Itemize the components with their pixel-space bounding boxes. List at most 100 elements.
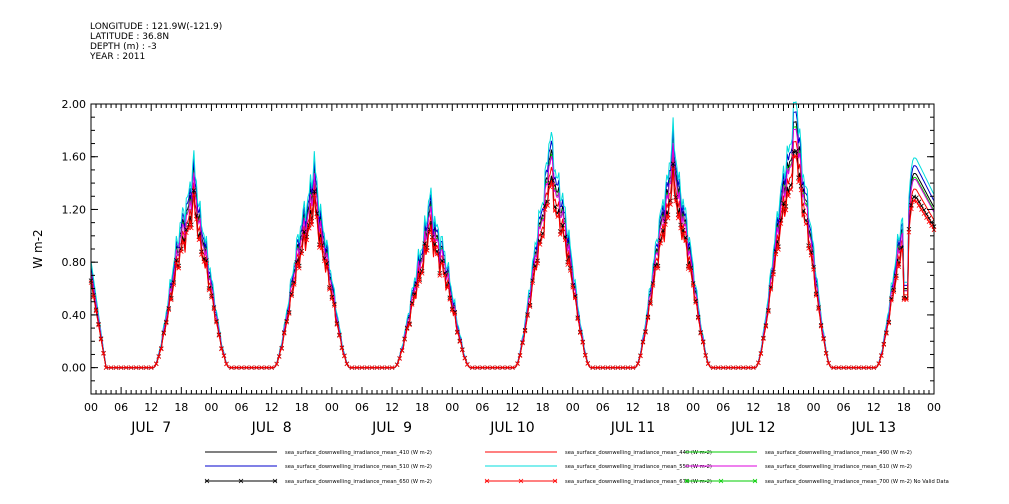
series-marker-7 — [876, 361, 882, 366]
series-marker-7 — [580, 340, 586, 345]
x-tick-label: 12 — [265, 401, 279, 414]
series-marker-7 — [312, 192, 317, 198]
legend-marker — [752, 478, 758, 484]
series-marker-7 — [485, 365, 490, 370]
series-marker-7 — [545, 203, 550, 208]
series-marker-7 — [535, 260, 540, 266]
series-marker-7 — [643, 330, 648, 335]
series-marker-7 — [698, 330, 703, 336]
legend-entry: sea_surface_downwelling_irradiance_mean_… — [285, 479, 432, 485]
series-marker-7 — [650, 283, 656, 288]
legend-marker — [238, 478, 244, 484]
x-tick-label: 18 — [656, 401, 670, 414]
series-marker-7 — [906, 229, 912, 235]
series-marker-7 — [560, 226, 565, 231]
series-marker-7 — [520, 340, 525, 346]
series-marker-7 — [422, 244, 427, 249]
x-tick-label: 00 — [445, 401, 459, 414]
series-marker-7 — [891, 289, 897, 294]
x-tick-label: 06 — [837, 401, 851, 414]
series-marker-7 — [342, 353, 347, 359]
series-marker-7 — [670, 166, 676, 171]
series-marker-7 — [638, 353, 643, 359]
series-marker-7 — [899, 248, 904, 253]
series-marker-7 — [678, 225, 683, 231]
series-marker-7 — [432, 244, 438, 250]
series-marker-7 — [181, 240, 187, 246]
year-label: YEAR : 2011 — [90, 52, 146, 62]
series-marker-7 — [196, 237, 202, 243]
day-label: JUL 12 — [730, 420, 775, 436]
series-marker-7 — [289, 293, 294, 299]
y-axis: 0.00 0.40 0.80 1.20 1.60 2.00 — [62, 98, 934, 395]
series-marker-6 — [312, 188, 317, 194]
series-marker-7 — [826, 360, 831, 366]
series-marker-7 — [919, 207, 924, 212]
series-marker-7 — [879, 353, 884, 359]
day-label: JUL 9 — [371, 420, 412, 436]
legend-marker — [718, 478, 724, 484]
series-marker-7 — [254, 365, 259, 370]
series-marker-7 — [816, 306, 821, 312]
series-marker-7 — [798, 187, 804, 193]
series-marker-7 — [334, 322, 340, 327]
series-marker-7 — [301, 232, 307, 238]
series-marker-7 — [452, 311, 458, 316]
legend-entry: sea_surface_downwelling_irradiance_mean_… — [765, 464, 912, 470]
x-tick-label: 06 — [475, 401, 489, 414]
series-marker-7 — [214, 319, 219, 325]
series-marker-6 — [793, 148, 799, 154]
series-marker-7 — [234, 365, 239, 370]
plot-series — [88, 101, 937, 370]
series-marker-7 — [884, 331, 889, 336]
legend-entry: sea_surface_downwelling_irradiance_mean_… — [285, 464, 432, 470]
series-marker-7 — [522, 328, 528, 334]
series-marker-7 — [710, 365, 716, 370]
series-marker-7 — [542, 207, 548, 212]
series-marker-7 — [166, 307, 172, 313]
series-marker-7 — [635, 361, 641, 366]
series-marker-7 — [871, 365, 877, 370]
series-marker-7 — [703, 353, 708, 358]
legend-marker — [484, 478, 490, 484]
day-label: JUL 13 — [851, 420, 896, 436]
series-marker-7 — [219, 346, 224, 352]
series-marker-7 — [397, 356, 402, 361]
series-marker-7 — [429, 237, 435, 243]
series-marker-7 — [527, 304, 533, 309]
series-marker-7 — [801, 212, 806, 217]
series-marker-7 — [424, 248, 430, 253]
series-marker-7 — [582, 353, 588, 358]
series-marker-7 — [394, 362, 400, 368]
y-tick-label: 1.60 — [62, 151, 87, 164]
series-marker-7 — [914, 199, 919, 204]
series-marker-7 — [221, 353, 227, 359]
series-marker-7 — [133, 365, 139, 370]
series-marker-6 — [781, 200, 786, 206]
series-marker-7 — [758, 351, 764, 356]
series-marker-7 — [369, 365, 375, 370]
series-marker-7 — [565, 262, 570, 267]
series-marker-7 — [530, 280, 535, 286]
series-marker-7 — [575, 316, 581, 322]
series-marker-7 — [658, 241, 663, 246]
series-marker-7 — [148, 365, 154, 370]
series-marker-7 — [655, 266, 661, 271]
x-tick-label: 12 — [506, 401, 520, 414]
series-marker-7 — [194, 217, 199, 222]
series-marker-7 — [756, 360, 761, 366]
x-tick-label: 00 — [325, 401, 339, 414]
series-marker-7 — [444, 285, 450, 290]
series-marker-7 — [327, 287, 332, 292]
x-tick-label: 12 — [626, 401, 640, 414]
series-marker-7 — [296, 265, 302, 271]
series-marker-7 — [306, 226, 312, 231]
series-marker-7 — [344, 361, 350, 367]
series-marker-7 — [510, 365, 515, 370]
y-tick-label: 0.40 — [62, 309, 87, 322]
legend-entry: sea_surface_downwelling_irradiance_mean_… — [765, 479, 949, 485]
series-marker-7 — [776, 247, 781, 252]
series-marker-7 — [773, 251, 779, 257]
series-marker-7 — [725, 365, 731, 370]
series-marker-7 — [675, 215, 681, 221]
